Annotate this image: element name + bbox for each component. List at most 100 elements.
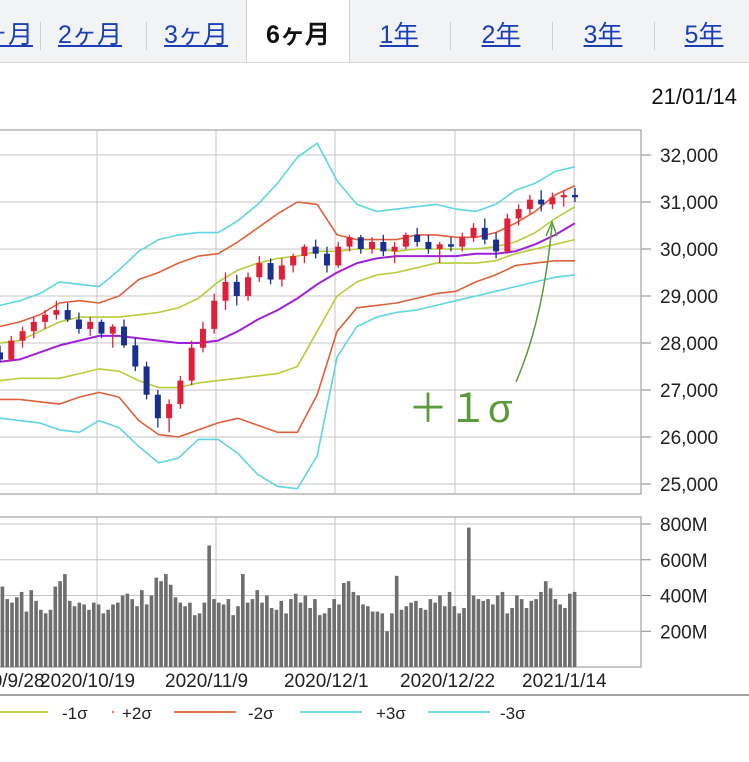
volume-bar <box>140 590 144 667</box>
volume-bar <box>346 581 351 667</box>
volume-bar <box>390 613 394 667</box>
volume-bar <box>91 602 96 667</box>
volume-bar <box>43 613 48 667</box>
price-tick-label: 31,000 <box>660 193 718 214</box>
band-line-ma <box>0 222 576 363</box>
candle-body <box>166 404 173 419</box>
price-tick-label: 30,000 <box>660 240 718 261</box>
volume-bar <box>0 586 5 667</box>
volume-bar <box>452 606 457 667</box>
volume-bar <box>164 574 168 667</box>
volume-bar <box>351 591 356 667</box>
volume-bar <box>279 600 284 667</box>
volume-bar <box>505 613 510 667</box>
volume-bar <box>428 599 433 667</box>
candle-body <box>0 352 3 360</box>
tab-separator <box>40 22 41 50</box>
candle-body <box>414 234 421 242</box>
volume-bar <box>438 595 442 667</box>
volume-bar <box>216 602 221 667</box>
volume-bar <box>24 611 29 667</box>
annotation-arrow <box>515 224 553 383</box>
band-line-sigma1_dn <box>0 238 576 389</box>
volume-bar <box>361 604 365 667</box>
candle-body <box>8 340 15 360</box>
price-frame <box>0 129 642 495</box>
tab-period-5[interactable]: 2年 <box>481 21 521 49</box>
annotation-arrowhead <box>545 219 558 237</box>
legend: -1σ +2σ -2σ +3σ -3σ <box>0 704 526 723</box>
candle-body <box>572 194 578 198</box>
volume-bar <box>188 602 192 667</box>
volume-bar <box>255 590 260 667</box>
legend-label: -1σ <box>62 704 88 723</box>
band-line-sigma2_dn <box>0 260 575 438</box>
candle-body <box>335 246 342 266</box>
annotation-label: ＋１σ <box>408 387 513 431</box>
volume-bar <box>548 588 553 667</box>
volume-bar <box>539 591 543 667</box>
price-tick-label: 27,000 <box>660 381 718 402</box>
sigma-annotation: ＋１σ <box>408 219 558 431</box>
candle-body <box>380 241 387 252</box>
tab-separator <box>654 22 655 50</box>
date-tick-label: 2020/12/1 <box>284 671 369 692</box>
candle-body <box>245 277 252 296</box>
candle-body <box>538 199 545 205</box>
volume-tick-label: 400M <box>660 587 708 608</box>
volume-bar <box>510 608 514 667</box>
volume-bar <box>534 599 538 667</box>
candle-body <box>357 237 364 249</box>
volume-bar <box>322 613 327 667</box>
volume-bar <box>404 606 409 667</box>
volume-bar <box>265 595 269 667</box>
bollinger-bands <box>0 142 576 490</box>
candle-body <box>188 347 195 381</box>
candle-body <box>222 281 229 301</box>
band-line-sigma3_dn <box>0 274 576 490</box>
volume-bar <box>519 599 524 667</box>
chart-date-label: 21/01/14 <box>651 84 737 109</box>
tab-period-6[interactable]: 3年 <box>583 21 623 49</box>
candle-body <box>211 300 218 329</box>
volume-bar <box>414 600 418 667</box>
volume-bar <box>433 602 437 667</box>
volume-bar <box>558 604 562 667</box>
candle-body <box>436 244 443 249</box>
volume-bar <box>250 599 255 667</box>
volume-bar <box>10 602 14 667</box>
tab-period-4[interactable]: 1年 <box>379 21 419 49</box>
volume-bar <box>495 595 500 667</box>
candle-body <box>64 310 71 320</box>
candle-body <box>323 253 330 266</box>
candle-body <box>346 237 353 247</box>
volume-bar <box>293 593 298 667</box>
candle-body <box>425 241 432 249</box>
band-line-sigma1_up <box>0 206 576 344</box>
volume-bar <box>409 602 413 667</box>
tab-period-2[interactable]: 3ヶ月 <box>164 21 228 49</box>
volume-bar <box>298 602 303 667</box>
volume-bar <box>447 591 452 667</box>
band-line-sigma3_up <box>0 142 576 307</box>
date-tick-label: 2020/9/28 <box>0 671 45 692</box>
candle-body <box>53 310 60 315</box>
tab-period-1[interactable]: 2ヶ月 <box>58 21 122 49</box>
tab-period-7[interactable]: 5年 <box>684 21 724 49</box>
volume-bar <box>332 599 336 667</box>
candle-body <box>98 321 105 334</box>
legend-label: -3σ <box>500 704 526 723</box>
price-tick-label: 25,000 <box>660 475 718 496</box>
volume-bar <box>58 581 62 667</box>
volume-bar <box>207 545 211 667</box>
candle-body <box>143 366 150 395</box>
volume-bar <box>130 599 135 667</box>
tab-period-3[interactable]: 6ヶ月 <box>246 0 350 62</box>
date-tick-label: 2021/1/14 <box>522 671 607 692</box>
candle-body <box>369 241 376 249</box>
tab-period-0[interactable]: 1ヶ月 <box>0 21 33 49</box>
volume-tick-label: 800M <box>660 515 708 536</box>
volume-bar <box>106 609 110 667</box>
volume-bar <box>48 609 53 667</box>
